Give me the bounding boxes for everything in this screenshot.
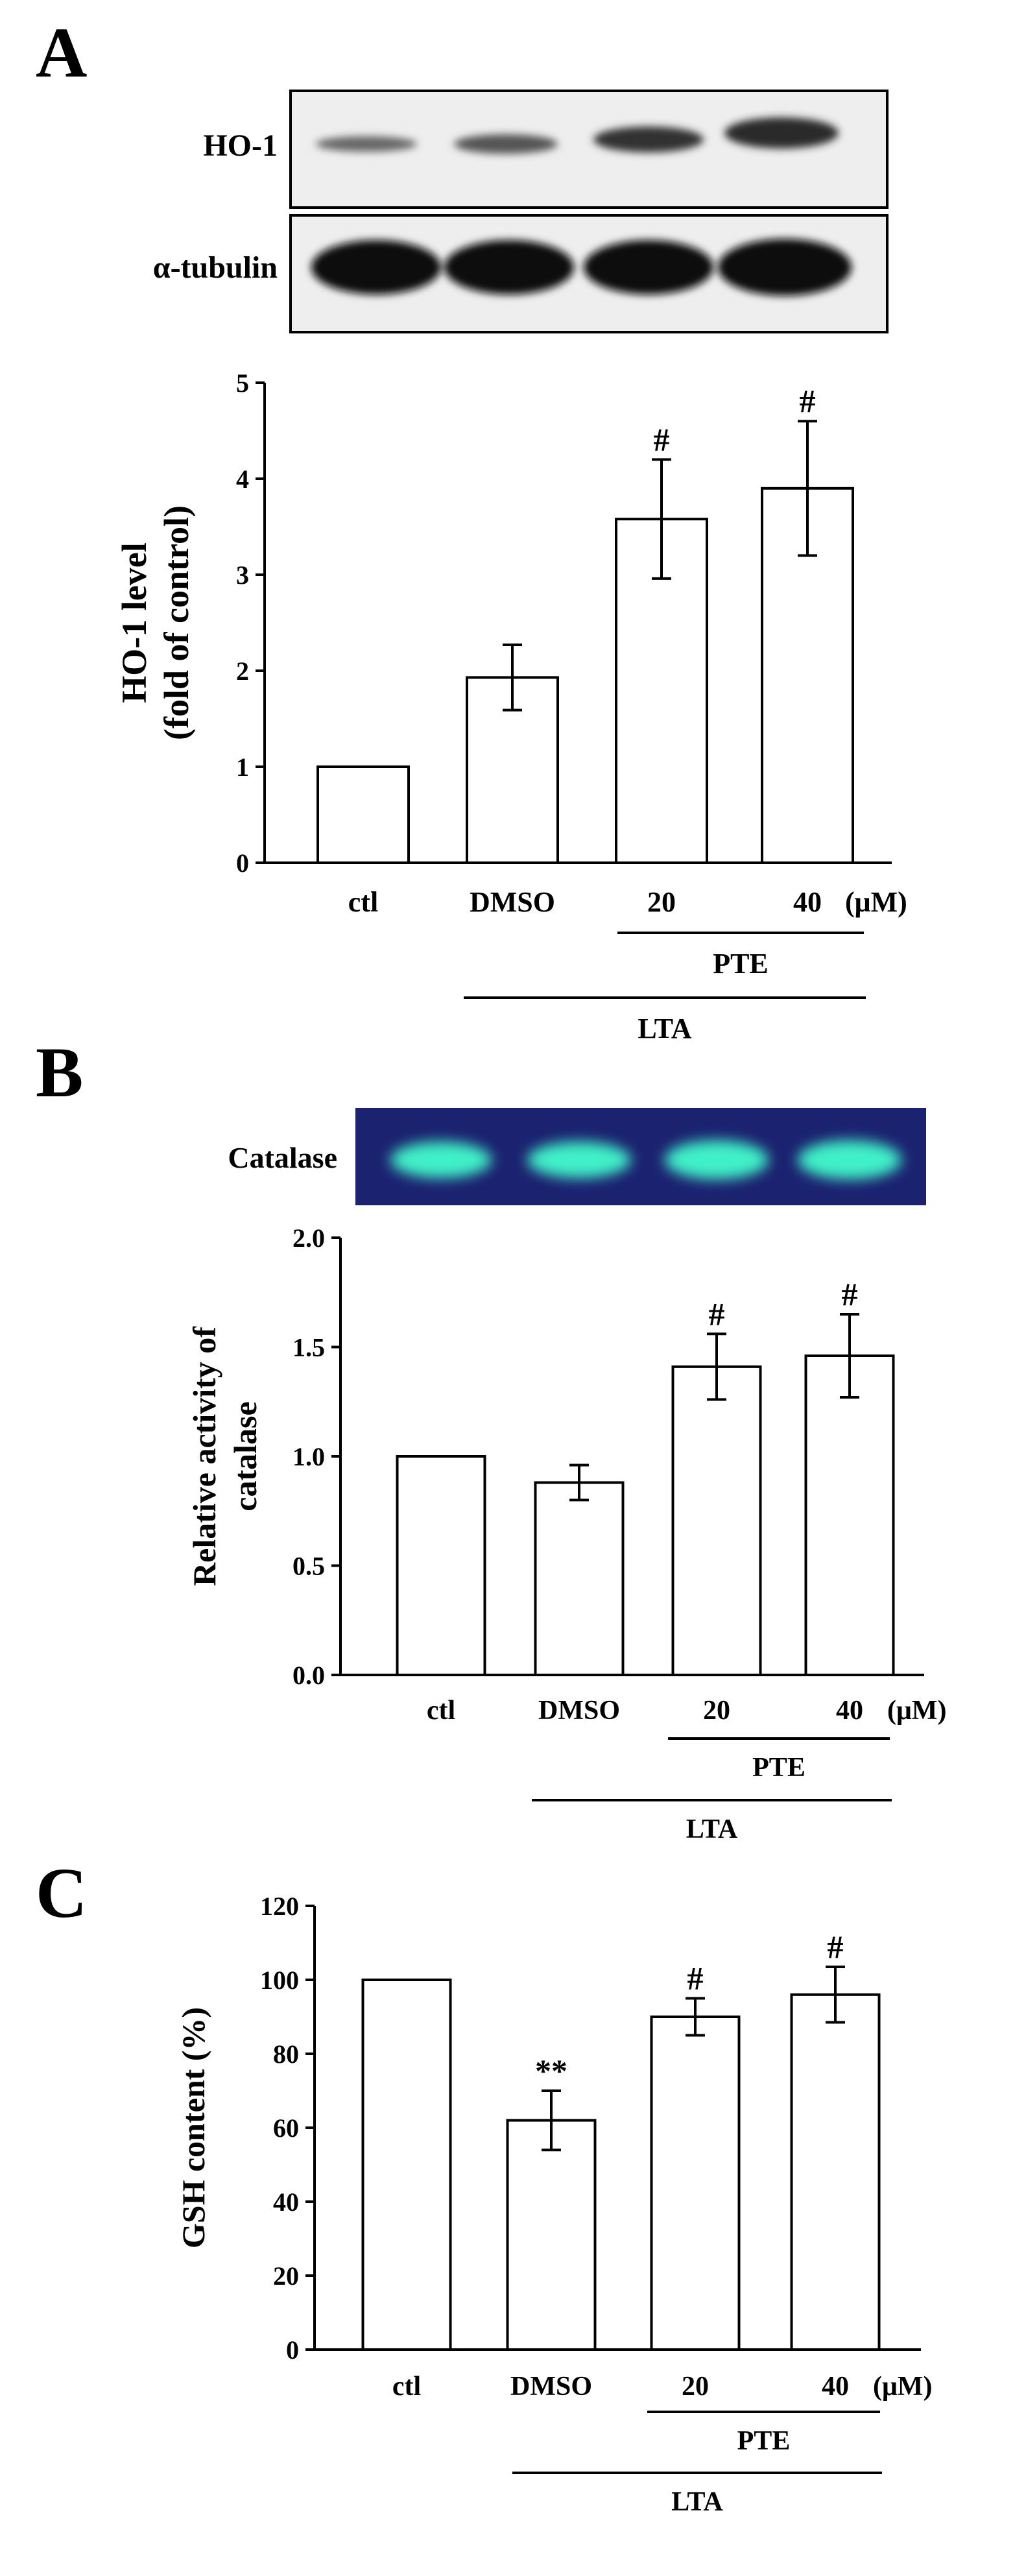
panel-c-letter: C bbox=[36, 1853, 87, 1932]
tubulin-band bbox=[718, 239, 852, 296]
category-label: 20 bbox=[647, 886, 676, 918]
y-tick-label: 3 bbox=[236, 560, 249, 590]
panel-a-letter: A bbox=[36, 13, 87, 92]
lta-group-label: LTA bbox=[671, 2487, 723, 2517]
blot-label-tubulin: α-tubulin bbox=[153, 250, 278, 285]
unit-label: (μM) bbox=[845, 886, 907, 918]
y-tick-label: 0.0 bbox=[292, 1661, 325, 1690]
bar bbox=[534, 1481, 625, 1676]
catalase-band bbox=[527, 1142, 631, 1178]
bar bbox=[671, 1365, 762, 1677]
ho1-blot-bands bbox=[316, 117, 839, 154]
lta-group-label: LTA bbox=[686, 1814, 738, 1844]
y-tick-label: 80 bbox=[273, 2040, 299, 2069]
y-tick-label: 120 bbox=[260, 1892, 299, 1921]
significance-mark: # bbox=[842, 1276, 858, 1312]
significance-mark: # bbox=[828, 1929, 844, 1965]
category-label: ctl bbox=[348, 886, 378, 918]
tubulin-band bbox=[444, 240, 574, 295]
category-label: ctl bbox=[392, 2372, 421, 2401]
tubulin-blot-bands bbox=[311, 239, 852, 296]
category-label: 40 bbox=[822, 2372, 849, 2401]
category-label: DMSO bbox=[470, 886, 555, 918]
panel-b-letter: B bbox=[36, 1033, 83, 1112]
y-tick-label: 20 bbox=[273, 2261, 299, 2291]
ho1-blot bbox=[289, 90, 889, 209]
significance-mark: # bbox=[800, 383, 816, 419]
y-tick-label: 0 bbox=[236, 849, 249, 878]
y-tick-label: 5 bbox=[236, 368, 249, 398]
y-tick-label: 1 bbox=[236, 752, 249, 782]
category-label: DMSO bbox=[538, 1696, 620, 1726]
y-tick-label: 40 bbox=[273, 2187, 299, 2217]
bar bbox=[804, 1354, 895, 1676]
bar bbox=[506, 2119, 597, 2352]
significance-mark: # bbox=[654, 421, 670, 457]
bar bbox=[790, 1993, 881, 2352]
category-label: 40 bbox=[793, 886, 822, 918]
catalase-band bbox=[665, 1140, 769, 1179]
y-axis-label: (fold of control) bbox=[157, 505, 196, 740]
y-axis-label: HO-1 level bbox=[115, 542, 154, 703]
y-tick-label: 1.5 bbox=[292, 1333, 325, 1362]
significance-mark: # bbox=[709, 1295, 725, 1332]
tubulin-band bbox=[584, 240, 713, 295]
y-tick-label: 2 bbox=[236, 656, 249, 686]
tubulin-blot bbox=[289, 214, 889, 333]
significance-mark: ** bbox=[535, 2052, 567, 2089]
y-tick-label: 2.0 bbox=[292, 1223, 325, 1253]
y-tick-label: 0.5 bbox=[292, 1552, 325, 1581]
blot-label-catalase: Catalase bbox=[228, 1141, 337, 1174]
bar bbox=[361, 1979, 452, 2351]
tubulin-band bbox=[311, 240, 441, 295]
bar bbox=[396, 1455, 486, 1676]
unit-label: (μM) bbox=[873, 2372, 932, 2401]
category-label: DMSO bbox=[510, 2372, 592, 2401]
chart-c: 0 20 40 60 80 100 120 GSH content (%) ctl ** DMSO #… bbox=[175, 1892, 932, 2517]
ho1-band bbox=[316, 136, 417, 152]
y-axis-label: GSH content (%) bbox=[175, 2007, 211, 2248]
y-tick-label: 4 bbox=[236, 464, 249, 494]
y-axis-label: catalase bbox=[227, 1401, 263, 1511]
ho1-band bbox=[724, 117, 839, 149]
category-label: 20 bbox=[703, 1696, 730, 1726]
chart-b: 0.0 0.5 1.0 1.5 2.0 Relative activity of catal… bbox=[186, 1223, 946, 1844]
catalase-band bbox=[390, 1142, 492, 1178]
lta-group-label: LTA bbox=[638, 1013, 691, 1044]
category-label: 40 bbox=[836, 1696, 863, 1726]
y-axis-label: Relative activity of bbox=[186, 1326, 222, 1586]
ho1-band bbox=[593, 126, 704, 152]
bar bbox=[650, 2016, 741, 2351]
y-tick-label: 60 bbox=[273, 2113, 299, 2143]
pte-group-label: PTE bbox=[713, 948, 769, 980]
blot-label-ho1: HO-1 bbox=[203, 128, 278, 163]
catalase-gel-bands bbox=[390, 1140, 901, 1179]
unit-label: (μM) bbox=[887, 1696, 946, 1726]
pte-group-label: PTE bbox=[752, 1753, 805, 1783]
chart-a: 0 1 2 3 4 5 HO-1 level (fold of control) ctl DMSO… bbox=[115, 368, 907, 1044]
catalase-band bbox=[798, 1140, 901, 1179]
category-label: ctl bbox=[427, 1696, 455, 1726]
bar bbox=[615, 518, 708, 864]
catalase-gel bbox=[355, 1108, 926, 1205]
category-label: 20 bbox=[682, 2372, 709, 2401]
bar bbox=[316, 765, 410, 864]
y-tick-label: 0 bbox=[286, 2335, 299, 2365]
y-tick-label: 100 bbox=[260, 1966, 299, 1995]
significance-mark: # bbox=[687, 1960, 704, 1997]
ho1-band bbox=[454, 134, 558, 154]
y-tick-label: 1.0 bbox=[292, 1442, 325, 1471]
pte-group-label: PTE bbox=[737, 2426, 791, 2456]
